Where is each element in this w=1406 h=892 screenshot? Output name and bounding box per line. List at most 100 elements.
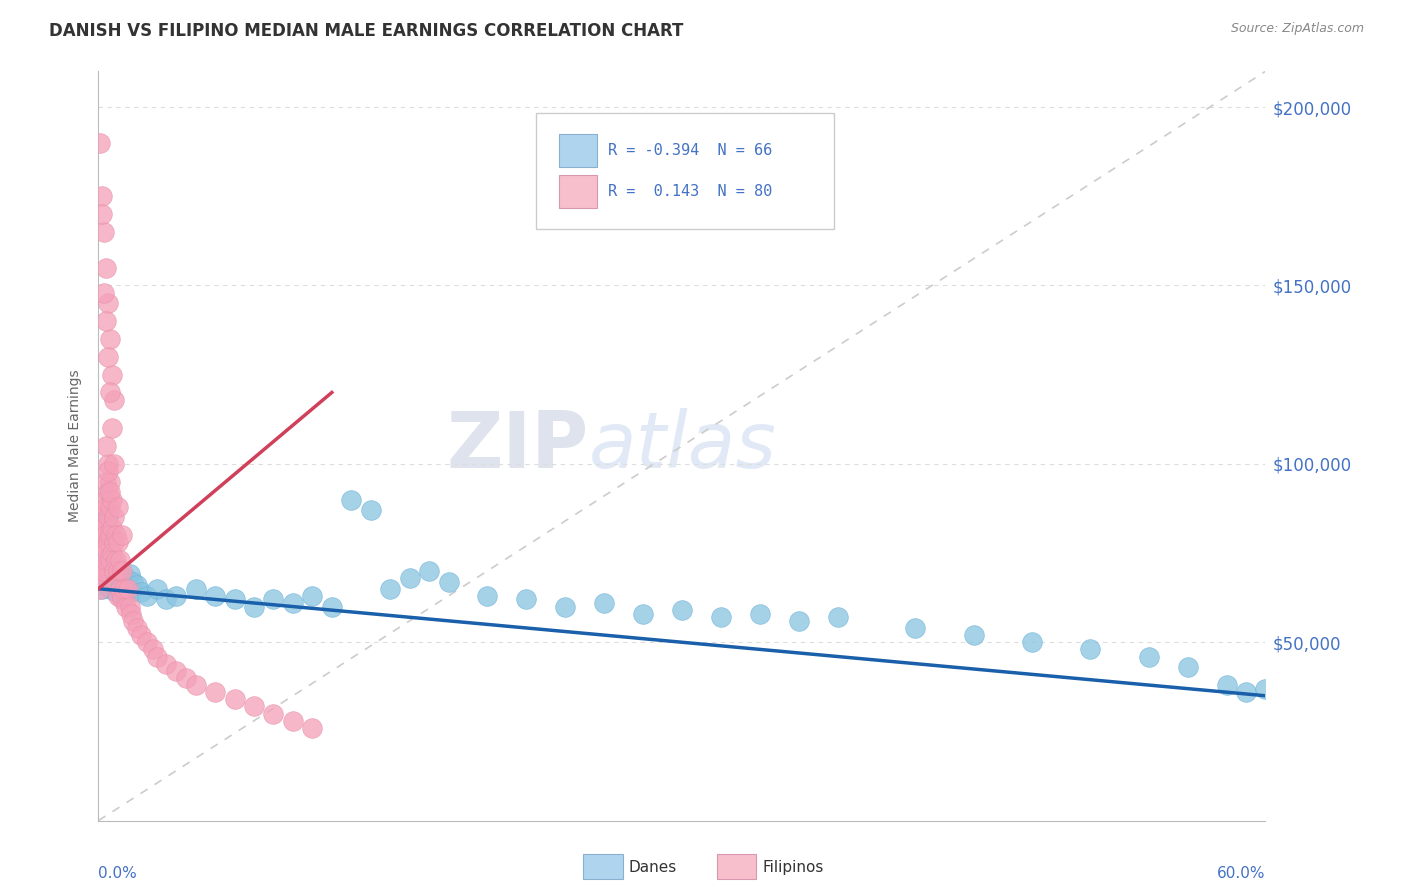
Point xyxy=(89,582,111,596)
Point xyxy=(93,225,115,239)
Point xyxy=(97,296,120,310)
Point xyxy=(904,621,927,635)
Point xyxy=(710,610,733,624)
Point xyxy=(262,592,284,607)
Point xyxy=(631,607,654,621)
Point xyxy=(98,385,121,400)
Point xyxy=(97,553,120,567)
Point xyxy=(155,592,177,607)
Point xyxy=(93,492,115,507)
Point xyxy=(321,599,343,614)
Point xyxy=(477,589,499,603)
Text: ZIP: ZIP xyxy=(446,408,589,484)
Point xyxy=(97,510,120,524)
Point xyxy=(108,574,131,589)
Point xyxy=(117,582,139,596)
Point xyxy=(112,578,135,592)
Point xyxy=(96,475,118,489)
Point xyxy=(671,603,693,617)
Text: Source: ZipAtlas.com: Source: ZipAtlas.com xyxy=(1230,22,1364,36)
Point xyxy=(184,678,207,692)
Point xyxy=(224,592,246,607)
FancyBboxPatch shape xyxy=(560,135,596,168)
Point xyxy=(91,535,114,549)
Point xyxy=(1215,678,1237,692)
Point xyxy=(104,564,127,578)
Point xyxy=(121,585,143,599)
Point xyxy=(97,464,120,478)
Point xyxy=(96,564,118,578)
Point xyxy=(107,571,129,585)
Text: Danes: Danes xyxy=(628,860,676,874)
Point xyxy=(97,350,120,364)
Y-axis label: Median Male Earnings: Median Male Earnings xyxy=(69,369,83,523)
FancyBboxPatch shape xyxy=(536,112,834,228)
Point xyxy=(165,664,187,678)
Point xyxy=(93,574,115,589)
Point xyxy=(91,510,114,524)
Point xyxy=(93,542,115,557)
Point xyxy=(243,699,266,714)
Point xyxy=(554,599,576,614)
Point xyxy=(89,571,111,585)
Point xyxy=(281,596,304,610)
Point xyxy=(98,553,121,567)
Point xyxy=(146,582,169,596)
Point xyxy=(103,510,125,524)
Text: atlas: atlas xyxy=(589,408,776,484)
Point xyxy=(340,492,363,507)
Point xyxy=(142,642,165,657)
Point xyxy=(165,589,187,603)
Point xyxy=(101,492,124,507)
Point xyxy=(96,260,118,275)
Text: R =  0.143  N = 80: R = 0.143 N = 80 xyxy=(609,184,773,199)
Point xyxy=(114,599,136,614)
Point xyxy=(748,607,770,621)
Point xyxy=(93,564,115,578)
Point xyxy=(136,589,159,603)
Point xyxy=(107,564,129,578)
Point xyxy=(118,599,141,614)
Point xyxy=(98,332,121,346)
Point xyxy=(108,582,131,596)
Point xyxy=(103,578,125,592)
Point xyxy=(91,207,114,221)
Point xyxy=(122,574,145,589)
Point xyxy=(96,500,118,514)
Point xyxy=(97,535,120,549)
Text: Filipinos: Filipinos xyxy=(762,860,824,874)
Point xyxy=(97,571,120,585)
Point xyxy=(111,592,134,607)
Point xyxy=(117,582,139,596)
Point xyxy=(827,610,849,624)
Text: 60.0%: 60.0% xyxy=(1218,865,1265,880)
Point xyxy=(127,578,149,592)
Point xyxy=(360,503,382,517)
Point xyxy=(101,521,124,535)
Point xyxy=(437,574,460,589)
Point xyxy=(104,585,127,599)
Point xyxy=(98,560,121,574)
Point xyxy=(418,564,440,578)
Point xyxy=(104,528,127,542)
Point xyxy=(204,685,226,699)
Point xyxy=(98,485,121,500)
Point xyxy=(243,599,266,614)
Point xyxy=(1080,642,1102,657)
Point xyxy=(89,528,111,542)
Point xyxy=(91,571,114,585)
Text: DANISH VS FILIPINO MEDIAN MALE EARNINGS CORRELATION CHART: DANISH VS FILIPINO MEDIAN MALE EARNINGS … xyxy=(49,22,683,40)
Point xyxy=(204,589,226,603)
Point xyxy=(129,628,152,642)
Point xyxy=(93,557,115,571)
Point xyxy=(515,592,537,607)
Point xyxy=(1137,649,1160,664)
Point xyxy=(118,567,141,582)
Point xyxy=(98,475,121,489)
Point xyxy=(101,567,124,582)
Point xyxy=(97,457,120,471)
Point xyxy=(127,621,149,635)
Point xyxy=(91,189,114,203)
Point xyxy=(301,721,323,735)
Point xyxy=(155,657,177,671)
